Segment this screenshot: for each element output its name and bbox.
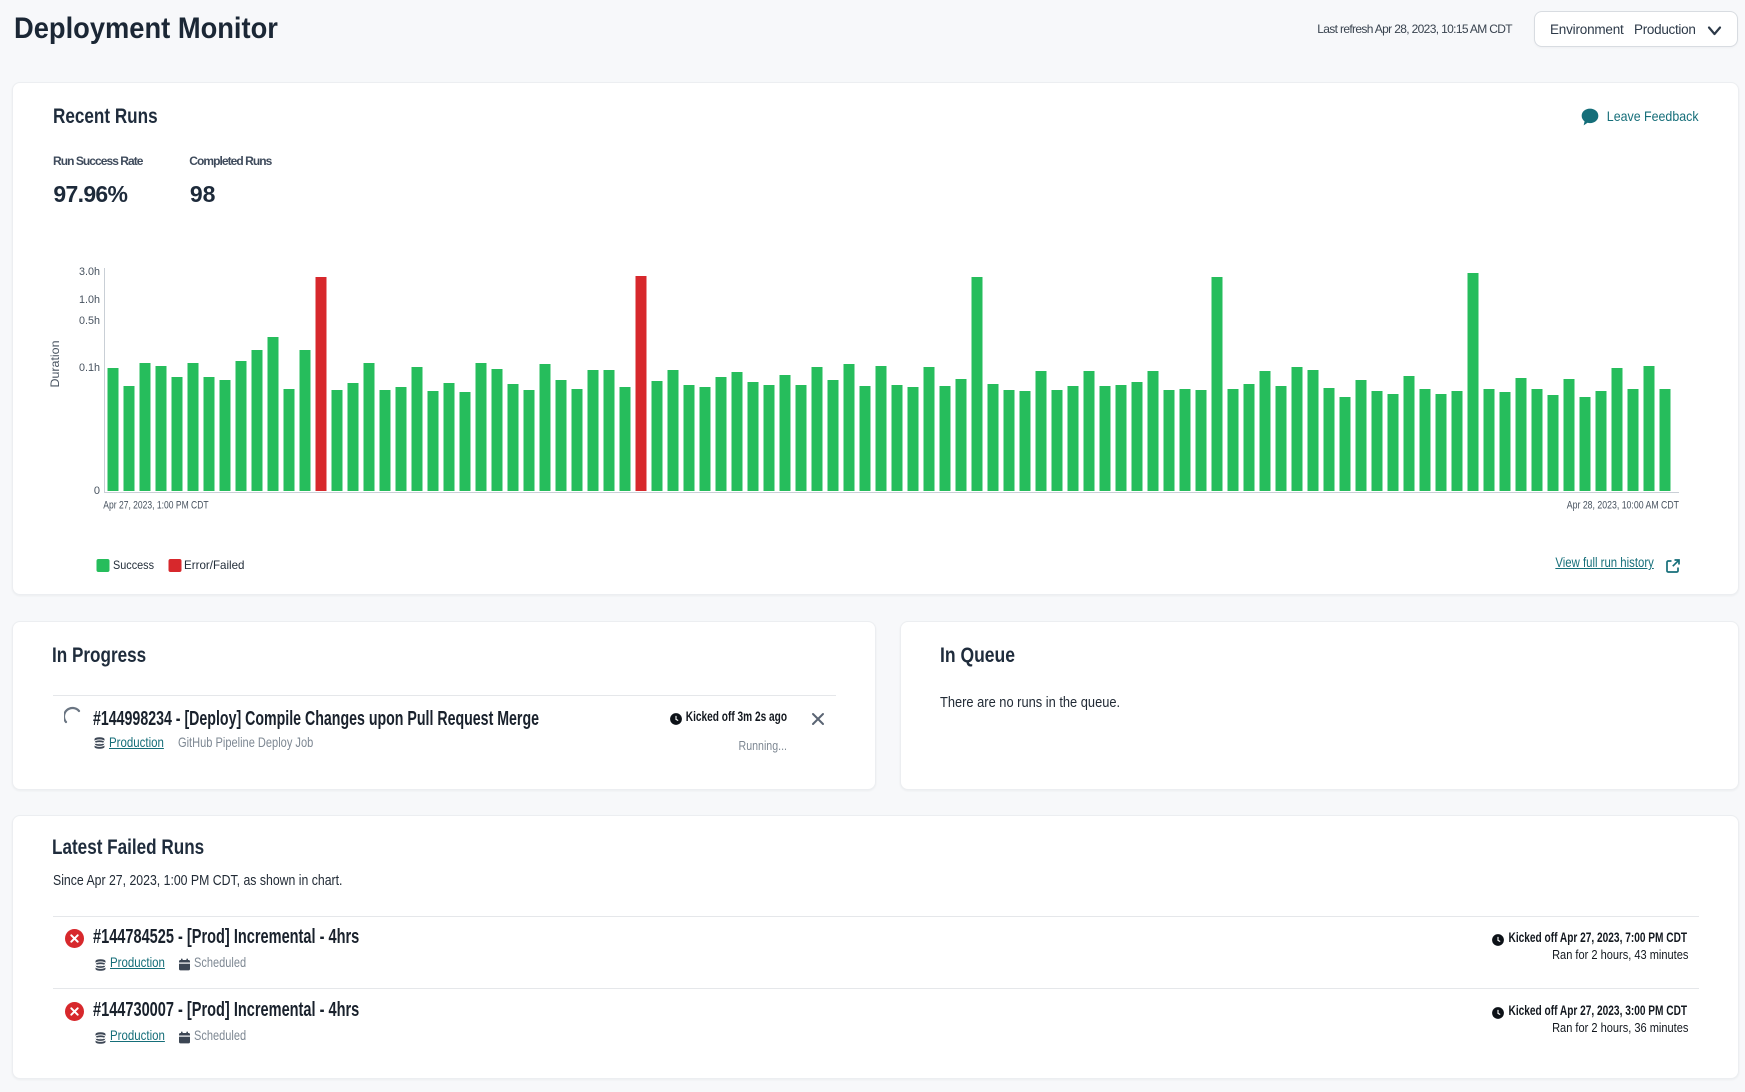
svg-text:3.0h: 3.0h [79, 266, 100, 278]
svg-text:Success: Success [113, 558, 154, 572]
svg-text:0.5h: 0.5h [79, 315, 100, 327]
svg-text:Error/Failed: Error/Failed [184, 558, 245, 572]
svg-text:Apr 28, 2023, 10:00 AM CDT: Apr 28, 2023, 10:00 AM CDT [1567, 500, 1679, 512]
svg-text:Apr 27, 2023, 1:00 PM CDT: Apr 27, 2023, 1:00 PM CDT [103, 500, 209, 512]
svg-text:0.1h: 0.1h [79, 362, 100, 374]
svg-text:Duration: Duration [48, 341, 62, 388]
svg-text:0: 0 [94, 485, 100, 497]
svg-text:1.0h: 1.0h [79, 294, 100, 306]
